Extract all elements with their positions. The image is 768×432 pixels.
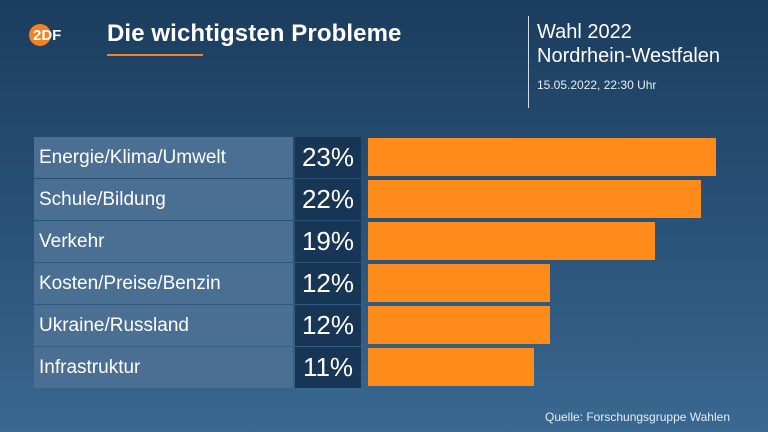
page-title: Die wichtigsten Probleme: [107, 20, 402, 47]
category-label: Ukraine/Russland: [34, 305, 293, 346]
source-note: Quelle: Forschungsgruppe Wahlen: [545, 410, 730, 424]
value-label: 22%: [295, 179, 361, 220]
category-label: Schule/Bildung: [34, 179, 293, 220]
bar-row: Infrastruktur 11%: [0, 347, 768, 388]
value-label: 23%: [295, 137, 361, 178]
bar: [368, 348, 534, 386]
value-label: 19%: [295, 221, 361, 262]
category-label: Energie/Klima/Umwelt: [34, 137, 293, 178]
logo-text: 2DF: [33, 27, 61, 44]
timestamp: 15.05.2022, 22:30 Uhr: [537, 78, 657, 92]
bar: [368, 222, 655, 260]
election-region: Nordrhein-Westfalen: [537, 45, 721, 67]
category-label: Kosten/Preise/Benzin: [34, 263, 293, 304]
bar: [368, 138, 716, 176]
bar: [368, 180, 701, 218]
bar-row: Energie/Klima/Umwelt 23%: [0, 137, 768, 178]
bar-row: Verkehr 19%: [0, 221, 768, 262]
election-year: Wahl 2022: [537, 21, 632, 43]
bar-row: Kosten/Preise/Benzin 12%: [0, 263, 768, 304]
category-label: Verkehr: [34, 221, 293, 262]
value-label: 12%: [295, 263, 361, 304]
election-info: Wahl 2022 Nordrhein-Westfalen: [537, 20, 720, 68]
bar: [368, 264, 550, 302]
header-divider: [528, 16, 529, 108]
bar-row: Schule/Bildung 22%: [0, 179, 768, 220]
bar: [368, 306, 550, 344]
category-label: Infrastruktur: [34, 347, 293, 388]
bar-row: Ukraine/Russland 12%: [0, 305, 768, 346]
zdf-logo: 2DF: [29, 24, 61, 46]
title-underline: [107, 54, 203, 56]
value-label: 11%: [295, 347, 361, 388]
value-label: 12%: [295, 305, 361, 346]
